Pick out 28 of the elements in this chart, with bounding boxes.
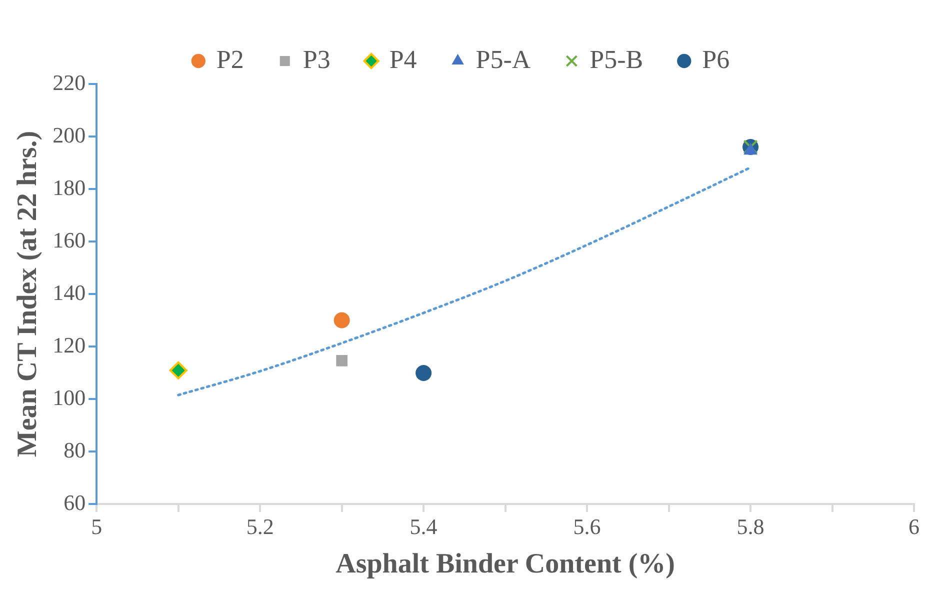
y-tick-label: 80 [64,437,86,462]
y-tick-label: 100 [52,384,86,410]
y-tick-label: 180 [52,174,86,200]
y-tick-label: 60 [64,490,86,515]
y-tick-label: 200 [52,122,86,148]
legend-label: P5-A [476,44,531,74]
y-axis-title: Mean CT Index (at 22 hrs.) [12,130,44,458]
y-tick-label: 120 [52,332,86,358]
legend-label: P6 [702,44,730,74]
legend-label: P3 [302,44,330,74]
legend-label: P5-B [590,44,644,74]
x-tick-label: 5 [91,514,102,539]
x-tick-label: 5.8 [736,514,764,539]
legend-label: P4 [389,44,417,74]
y-tick-label: 160 [52,227,86,252]
x-tick-label: 5.2 [246,514,274,539]
x-axis-title: Asphalt Binder Content (%) [336,548,676,580]
point [334,312,350,328]
x-tick-label: 5.6 [573,514,601,539]
legend-label: P2 [216,44,244,74]
point [169,361,188,380]
y-tick-label: 140 [52,280,86,305]
x-tick-label: 6 [908,514,920,539]
line-series [177,166,752,396]
point [336,355,348,366]
x-tick-label: 5.4 [410,514,438,539]
y-tick-label: 220 [52,70,86,95]
point [416,365,432,382]
